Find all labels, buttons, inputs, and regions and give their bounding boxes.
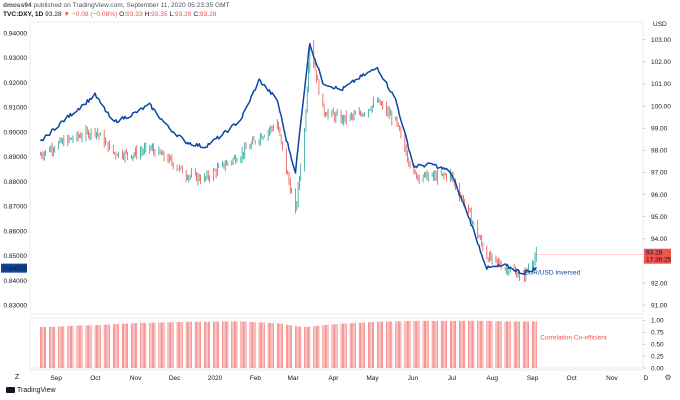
current-eurusd-value: 0.84503	[4, 265, 28, 272]
high-value: 93.35	[151, 11, 168, 18]
x-axis-tick-label: 2020	[208, 375, 223, 382]
x-axis-tick-label: Sep	[527, 375, 539, 382]
x-axis-tick-label: Apr	[328, 375, 339, 382]
zoom-reset-button[interactable]: Z	[14, 374, 20, 381]
correlation-series-label: Correlation Co-efficient	[540, 334, 607, 341]
left-axis-tick-label: 0.84000	[4, 278, 28, 285]
x-axis-tick-label: Dec	[169, 375, 181, 382]
x-axis-tick-label: Aug	[486, 375, 498, 382]
main-pane-frame	[29, 21, 644, 315]
correlation-axis-tick-label: 0.75	[651, 330, 664, 337]
right-axis-tick-label: 91.00	[651, 302, 668, 309]
correlation-axis-tick-label: 0.00	[651, 365, 664, 372]
left-axis-tick-label: 0.94000	[4, 30, 28, 37]
x-axis-tick-label: Oct	[567, 375, 577, 382]
x-axis-tick-label: Nov	[130, 375, 142, 382]
x-axis-tick-label: D	[644, 375, 649, 382]
right-axis-tick-label: 100.00	[651, 103, 671, 110]
price-change: ▼ −0.08 (−0.08%)	[63, 11, 118, 18]
publisher-name: dmoss94	[3, 2, 32, 9]
left-axis-tick-label: 0.89000	[4, 154, 28, 161]
current-price-value: 93.28	[646, 249, 663, 256]
right-axis-tick-label: 96.00	[651, 192, 668, 199]
right-axis-tick-label: 103.00	[651, 37, 671, 44]
eurusd-series-label: EUR/USD Inversed	[524, 269, 580, 276]
low-value: 93.26	[174, 11, 192, 18]
right-axis-tick-label: 95.00	[651, 214, 668, 221]
gear-icon[interactable]: ⚙	[664, 373, 672, 382]
right-axis-tick-label: 97.00	[651, 170, 668, 177]
right-axis-tick-label: 101.00	[651, 81, 671, 88]
left-axis-tick-label: 0.88000	[4, 179, 28, 186]
right-axis-unit-label: USD	[653, 21, 667, 28]
symbol-legend: TVC:DXY, 1D 93.28 ▼ −0.08 (−0.08%) O:93.…	[3, 11, 216, 19]
left-axis-tick-label: 0.92000	[4, 80, 28, 87]
x-axis-tick-label: Oct	[90, 375, 100, 382]
x-axis-tick-label: Jul	[448, 375, 457, 382]
x-axis-tick-label: Sep	[50, 375, 62, 382]
correlation-axis-tick-label: 1.00	[651, 318, 664, 325]
eurusd-inversed-line	[39, 43, 537, 276]
x-axis-tick-label: Mar	[287, 375, 299, 382]
current-price-badge	[644, 248, 671, 264]
symbol-name: TVC:DXY, 1D	[3, 11, 44, 18]
x-axis-tick-label: Feb	[250, 375, 262, 382]
right-axis-tick-label: 98.00	[651, 148, 668, 155]
tradingview-logo-icon	[6, 387, 15, 394]
left-axis-tick-label: 0.83000	[4, 303, 28, 310]
left-axis-tick-label: 0.90000	[4, 129, 28, 136]
close-value: 93.28	[199, 11, 217, 18]
current-eurusd-badge	[1, 263, 27, 273]
left-axis-tick-label: 0.86000	[4, 228, 28, 235]
footer-brand: TradingView	[17, 387, 56, 394]
correlation-pane-frame	[29, 317, 644, 369]
tradingview-footer: TradingView	[6, 387, 56, 394]
bar-countdown: 17:36:25	[646, 257, 672, 264]
low-label: L:	[169, 11, 175, 18]
left-axis-tick-label: 0.87000	[4, 204, 28, 211]
published-text: published on TradingView.com, September …	[33, 2, 230, 9]
left-axis-tick-label: 0.85000	[4, 253, 28, 260]
publish-info: dmoss94 published on TradingView.com, Se…	[3, 2, 230, 10]
correlation-axis-tick-label: 0.50	[651, 341, 664, 348]
x-axis-tick-label: Jun	[408, 375, 419, 382]
high-label: H:	[144, 11, 152, 18]
x-axis-tick-label: Nov	[606, 375, 618, 382]
right-axis-tick-label: 102.00	[651, 59, 671, 66]
correlation-axis-tick-label: 0.25	[651, 353, 664, 360]
right-axis-tick-label: 99.00	[651, 125, 668, 132]
close-label: C:	[193, 11, 200, 18]
open-label: O:	[119, 11, 127, 18]
left-axis-tick-label: 0.93000	[4, 55, 28, 62]
right-axis-tick-label: 94.00	[651, 236, 668, 243]
right-axis-tick-label: 92.00	[651, 280, 668, 287]
left-axis-tick-label: 0.91000	[4, 105, 28, 112]
x-axis-tick-label: May	[366, 375, 379, 382]
open-value: 93.33	[126, 11, 143, 18]
last-price: 93.28	[45, 11, 62, 18]
